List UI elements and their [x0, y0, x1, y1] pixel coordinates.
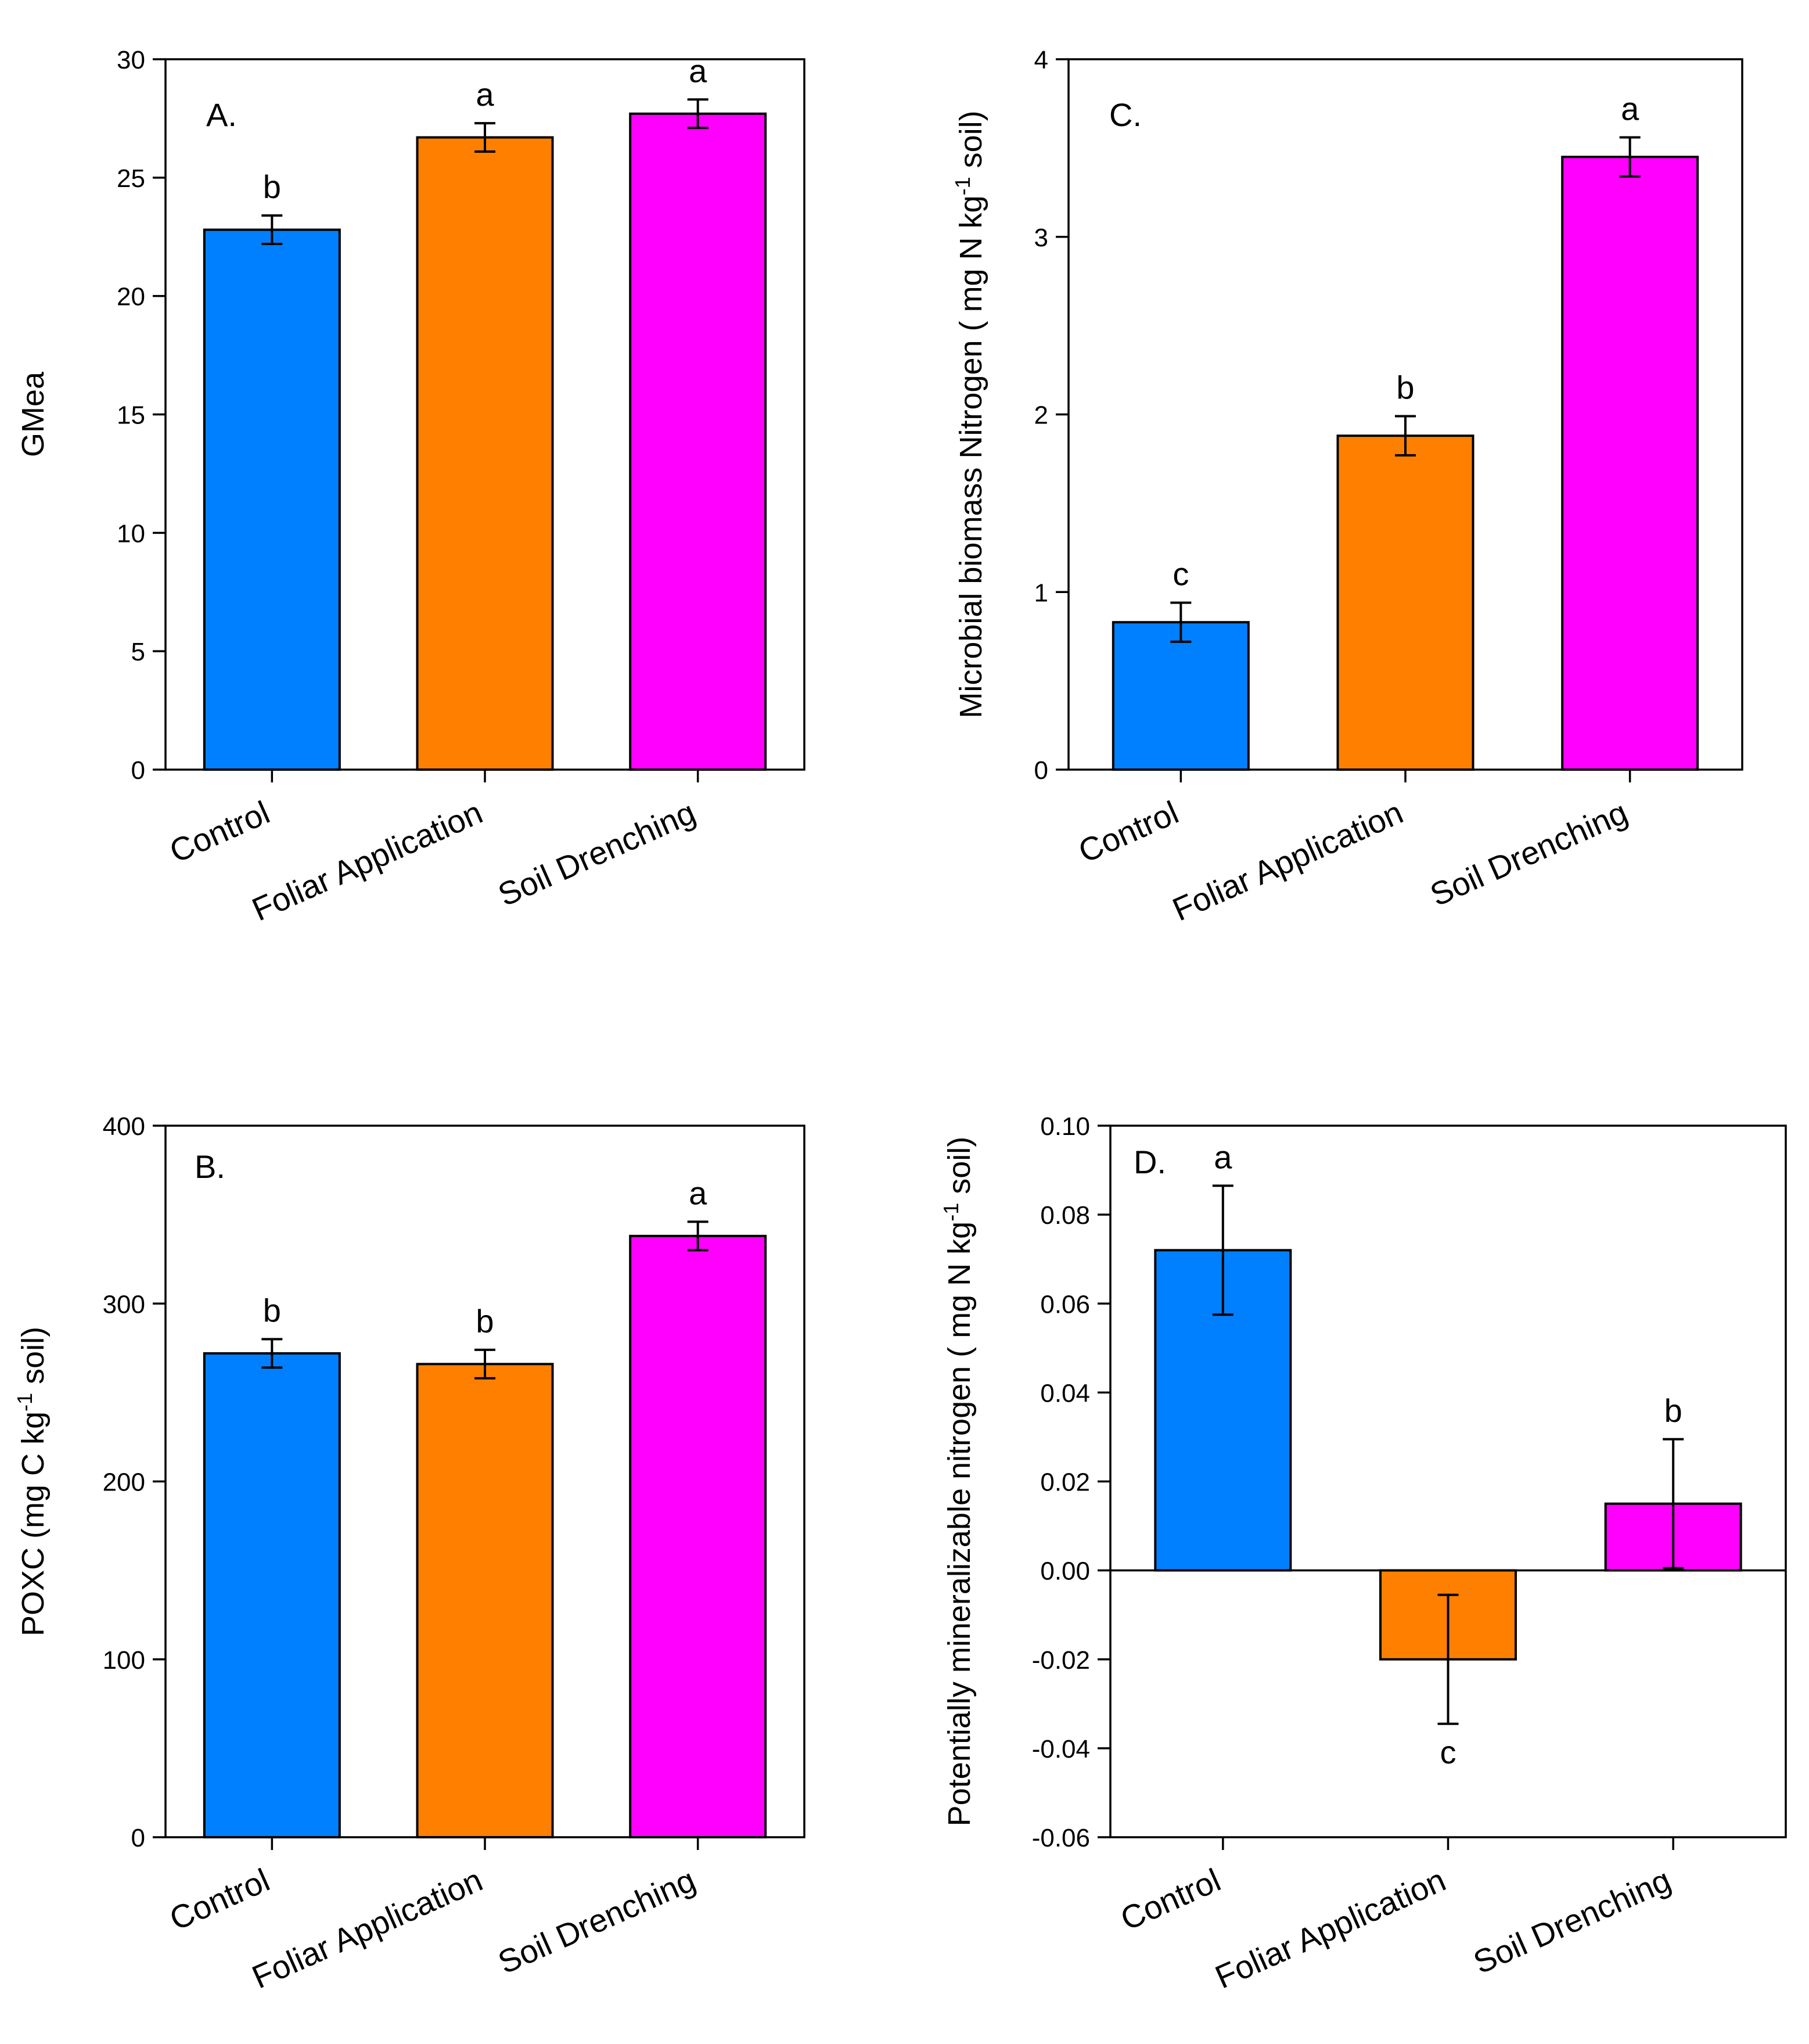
- y-axis-title-superscript: -1: [951, 177, 974, 195]
- category-label: Control: [164, 793, 275, 870]
- category-label: Foliar Application: [247, 793, 488, 928]
- y-tick-label: 0: [131, 1824, 145, 1852]
- significance-letter: b: [1396, 369, 1414, 406]
- significance-letter: b: [263, 168, 281, 205]
- significance-letter: b: [476, 1303, 494, 1339]
- y-tick-label: 0: [1034, 756, 1048, 785]
- y-tick-label: 5: [131, 638, 145, 666]
- category-label: Foliar Application: [1167, 793, 1408, 928]
- bar-control: [1112, 621, 1250, 771]
- panel-b: 0 100 200 300 400 b Control b Foliar Application…: [13, 1112, 805, 1995]
- y-tick-label: 3: [1034, 224, 1048, 252]
- category-label: Soil Drenching: [492, 793, 700, 913]
- bar-drench: [629, 1234, 767, 1838]
- category-label: Soil Drenching: [1468, 1861, 1676, 1981]
- y-tick-label: 1: [1034, 579, 1048, 607]
- category-label: Control: [1073, 793, 1184, 870]
- bar-foliar: [416, 1363, 554, 1838]
- bar-control: [203, 1352, 341, 1838]
- significance-letter: b: [1664, 1392, 1682, 1429]
- y-axis-title: Microbial biomass Nitrogen ( mg N kg-1 s…: [951, 110, 988, 718]
- panel-letter: B.: [195, 1148, 225, 1185]
- y-tick-label: 0.06: [1040, 1290, 1090, 1319]
- y-axis-title-end: soil): [954, 110, 988, 177]
- category-label: Soil Drenching: [1425, 793, 1632, 913]
- category-label: Foliar Application: [247, 1861, 488, 1995]
- y-tick-label: 0: [131, 756, 145, 785]
- y-tick-label: 0.04: [1040, 1379, 1090, 1407]
- panel-c: 0 1 2 3 4 c Control b Foliar Application a Soil Dr…: [951, 46, 1743, 928]
- panel-d: -0.06 -0.04 -0.02 0.00 0.02 0.04 0.06 0.08 0.10 a…: [939, 1112, 1787, 1995]
- significance-letter: c: [1173, 556, 1189, 592]
- y-tick-label: 300: [103, 1290, 145, 1319]
- bar-control: [203, 228, 341, 771]
- y-tick-label: -0.06: [1032, 1824, 1090, 1852]
- significance-letter: a: [689, 1174, 707, 1211]
- bar-drench: [1561, 156, 1699, 771]
- y-axis-title-superscript: -1: [13, 1393, 37, 1411]
- y-axis-title-main: Microbial biomass Nitrogen ( mg N kg: [954, 195, 988, 718]
- category-label: Control: [164, 1861, 275, 1937]
- significance-letter: a: [1621, 91, 1639, 127]
- y-tick-label: 30: [117, 46, 145, 74]
- y-tick-label: 4: [1034, 46, 1048, 74]
- y-axis-title: POXC (mg C kg-1 soil): [13, 1327, 51, 1636]
- y-tick-label: 10: [117, 519, 145, 548]
- bar-drench: [629, 112, 767, 771]
- significance-letter: a: [1214, 1138, 1232, 1175]
- y-tick-label: 15: [117, 401, 145, 430]
- panel-letter: A.: [206, 96, 237, 133]
- significance-letter: a: [476, 76, 494, 113]
- category-label: Soil Drenching: [492, 1861, 700, 1981]
- y-axis-title: GMea: [16, 371, 51, 457]
- bar-foliar: [1336, 434, 1474, 771]
- y-tick-label: 0.08: [1040, 1201, 1090, 1230]
- significance-letter: b: [263, 1292, 281, 1329]
- significance-letter: a: [689, 52, 707, 89]
- y-tick-label: 100: [103, 1646, 145, 1675]
- y-tick-label: 0.10: [1040, 1112, 1090, 1141]
- y-tick-label: 200: [103, 1468, 145, 1497]
- y-tick-label: 20: [117, 283, 145, 311]
- y-axis-title-end: soil): [942, 1137, 977, 1203]
- category-label: Control: [1115, 1861, 1226, 1937]
- bar-foliar: [416, 136, 554, 771]
- panel-a: 0 5 10 15 20 25 30 b Control a Foliar Application a…: [16, 46, 805, 928]
- y-axis-title: Potentially mineralizable nitrogen ( mg …: [939, 1137, 977, 1827]
- y-axis-title-main: GMea: [16, 371, 51, 457]
- y-tick-label: -0.02: [1032, 1646, 1090, 1675]
- y-tick-label: 0.02: [1040, 1468, 1090, 1497]
- panel-letter: D.: [1134, 1144, 1166, 1180]
- y-tick-label: -0.04: [1032, 1735, 1090, 1763]
- y-axis-title-end: soil): [16, 1327, 51, 1393]
- y-axis-title-main: POXC (mg C kg: [16, 1411, 51, 1636]
- y-tick-label: 2: [1034, 401, 1048, 430]
- panel-letter: C.: [1109, 96, 1142, 133]
- y-axis-title-main: Potentially mineralizable nitrogen ( mg …: [942, 1222, 977, 1826]
- y-tick-label: 25: [117, 164, 145, 193]
- significance-letter: c: [1440, 1734, 1456, 1770]
- y-tick-label: 400: [103, 1112, 145, 1141]
- y-axis-title-superscript: -1: [939, 1203, 963, 1222]
- category-label: Foliar Application: [1210, 1861, 1451, 1995]
- y-tick-label: 0.00: [1040, 1557, 1090, 1586]
